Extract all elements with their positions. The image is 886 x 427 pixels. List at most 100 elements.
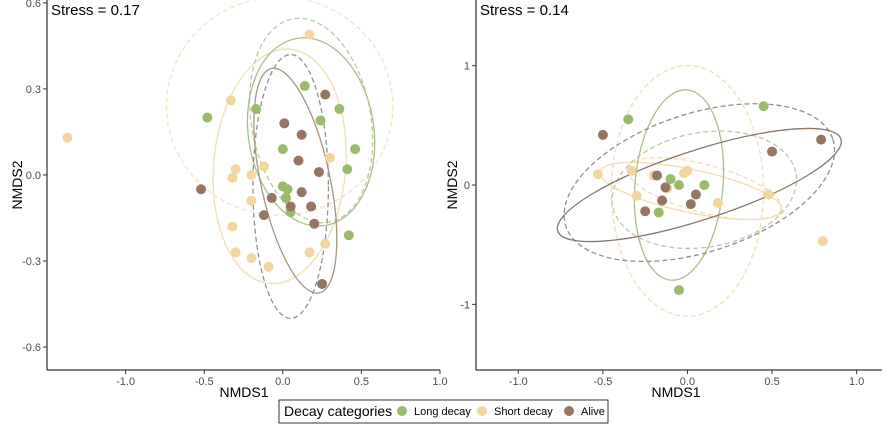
left-point-alive-4 <box>266 192 277 203</box>
right-point-short-decay-8 <box>763 189 774 200</box>
right-y-axis-title: NMDS2 <box>444 160 460 209</box>
right-point-alive-8 <box>816 134 827 145</box>
right-point-alive-0 <box>597 129 608 140</box>
left-stress-label: Stress = 0.17 <box>51 2 140 19</box>
left-x-tick-label: 0.5 <box>354 376 369 388</box>
legend-label-long-decay: Long decay <box>414 406 471 418</box>
left-point-alive-11 <box>313 167 324 178</box>
right-y-tick-label: -1 <box>460 299 470 311</box>
left-point-long-decay-5 <box>277 144 288 155</box>
right-ellipse-4 <box>611 130 798 250</box>
right-point-long-decay-2 <box>674 180 684 190</box>
left-point-short-decay-15 <box>320 238 331 249</box>
right-x-tick-label: 0.5 <box>764 376 779 388</box>
left-ellipse-2 <box>248 17 374 224</box>
left-point-long-decay-3 <box>334 103 345 114</box>
left-point-alive-12 <box>317 278 328 289</box>
right-point-short-decay-4 <box>682 165 693 176</box>
legend-swatch-alive <box>564 406 574 416</box>
right-ellipse-6 <box>556 127 842 243</box>
left-point-long-decay-10 <box>342 164 353 175</box>
left-ellipse-4 <box>252 53 330 320</box>
left-y-tick-label: -0.6 <box>22 342 41 354</box>
left-point-short-decay-9 <box>230 247 241 258</box>
left-point-long-decay-11 <box>350 144 361 155</box>
left-point-short-decay-2 <box>304 29 315 40</box>
right-point-alive-5 <box>685 199 696 210</box>
right-point-long-decay-3 <box>699 180 710 190</box>
left-point-alive-9 <box>306 201 317 212</box>
right-point-long-decay-5 <box>758 101 769 112</box>
right-point-alive-2 <box>660 182 671 193</box>
left-point-long-decay-1 <box>251 103 262 114</box>
left-point-short-decay-3 <box>230 164 241 175</box>
left-y-axis-title: NMDS2 <box>9 160 25 209</box>
left-point-short-decay-10 <box>246 253 257 264</box>
right-y-tick-label: 1 <box>464 61 470 73</box>
legend-swatch-long-decay <box>397 406 407 416</box>
right-x-ticks: -1.0 -0.5 0.0 0.5 1.0 <box>509 370 864 388</box>
left-point-alive-10 <box>309 218 320 229</box>
left-point-alive-7 <box>293 155 304 166</box>
left-point-alive-8 <box>296 187 307 198</box>
right-point-long-decay-6 <box>674 285 684 296</box>
left-ellipse-5 <box>253 67 338 294</box>
right-x-axis-title: NMDS1 <box>651 384 700 400</box>
left-point-long-decay-0 <box>202 112 213 123</box>
left-points <box>62 29 361 289</box>
right-ellipse-2 <box>599 161 783 221</box>
right-panel: -1.0 -0.5 0.0 0.5 1.0 1 0 -1 Stress = 0.14 NMD… <box>444 0 882 400</box>
left-x-ticks: -1.0 -0.5 0.0 0.5 1.0 <box>116 370 448 388</box>
left-y-tick-label: 0.0 <box>26 170 41 182</box>
legend-title: Decay categories <box>284 403 392 419</box>
legend-label-alive: Alive <box>581 406 605 418</box>
right-point-short-decay-0 <box>592 169 603 180</box>
left-point-short-decay-4 <box>227 172 238 183</box>
right-point-alive-7 <box>767 146 778 157</box>
left-point-short-decay-13 <box>324 152 335 163</box>
left-panel: -1.0 -0.5 0.0 0.5 1.0 0.6 0.3 0.0 -0.3 -0.6 Stre… <box>9 0 448 400</box>
right-points <box>592 101 828 296</box>
left-point-short-decay-6 <box>258 161 269 172</box>
left-ellipse-1 <box>212 48 347 285</box>
right-x-tick-label: 0.0 <box>680 376 695 388</box>
left-point-short-decay-12 <box>304 247 315 258</box>
left-x-tick-label: -0.5 <box>195 376 214 388</box>
right-x-tick-label: -1.0 <box>509 376 528 388</box>
right-ellipses <box>556 64 842 317</box>
left-point-alive-5 <box>258 210 269 221</box>
left-point-short-decay-0 <box>62 132 73 143</box>
right-point-long-decay-4 <box>653 207 664 218</box>
left-point-alive-1 <box>279 118 290 129</box>
right-point-short-decay-6 <box>631 190 642 201</box>
legend-swatch-short-decay <box>477 406 487 416</box>
left-ellipse-3 <box>246 37 376 227</box>
right-y-ticks: 1 0 -1 <box>460 61 476 311</box>
left-y-tick-label: 0.6 <box>26 0 41 10</box>
legend-label-short-decay: Short decay <box>494 406 553 418</box>
left-point-short-decay-11 <box>263 261 274 272</box>
left-point-long-decay-8 <box>280 192 291 203</box>
left-point-alive-6 <box>285 201 296 212</box>
left-ellipses <box>165 0 394 320</box>
right-ellipse-1 <box>626 157 783 221</box>
left-ellipse-0 <box>165 0 394 216</box>
left-x-tick-label: 0.0 <box>275 376 290 388</box>
right-ellipse-5 <box>563 103 836 263</box>
left-point-short-decay-5 <box>246 169 257 180</box>
right-point-long-decay-1 <box>665 174 676 185</box>
left-point-short-decay-1 <box>225 95 236 106</box>
right-ellipse-3 <box>633 89 725 281</box>
left-y-tick-label: -0.3 <box>22 256 41 268</box>
right-point-long-decay-0 <box>623 114 634 125</box>
legend-box <box>278 399 609 424</box>
right-point-short-decay-9 <box>817 236 828 247</box>
left-point-long-decay-4 <box>315 115 326 126</box>
right-y-tick-label: 0 <box>464 180 470 192</box>
right-stress-label: Stress = 0.14 <box>480 2 569 19</box>
left-point-alive-3 <box>196 184 207 195</box>
right-x-tick-label: -0.5 <box>593 376 612 388</box>
left-point-alive-2 <box>296 129 307 140</box>
left-y-ticks: 0.6 0.3 0.0 -0.3 -0.6 <box>22 0 47 354</box>
